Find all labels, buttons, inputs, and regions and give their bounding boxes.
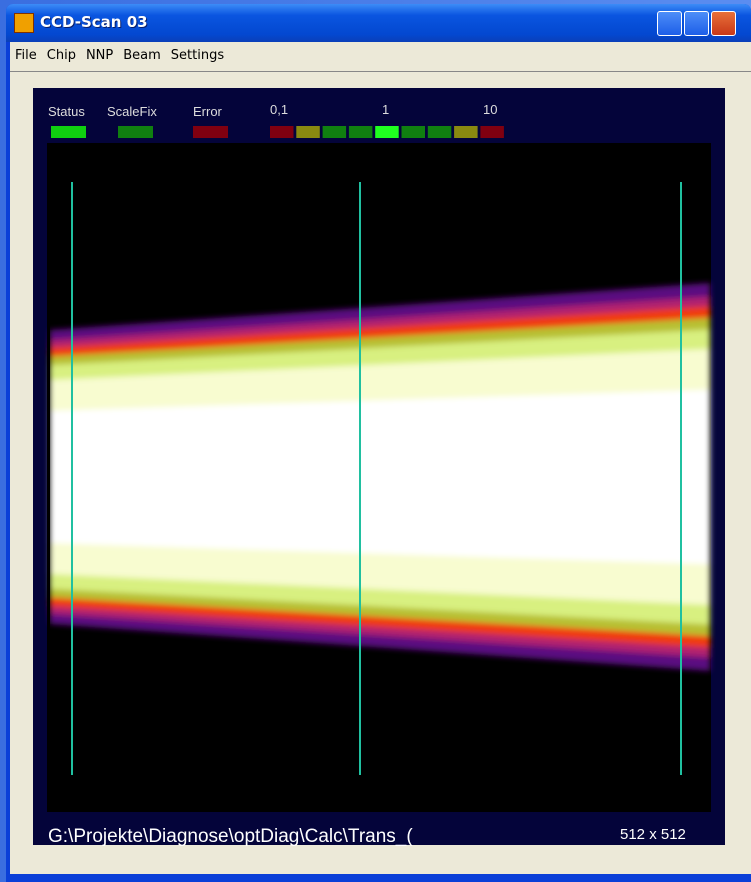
window-title: CCD-Scan 03: [40, 13, 148, 31]
scale-box: [402, 126, 426, 138]
beam: [50, 283, 710, 671]
menu-item[interactable]: Beam: [123, 48, 161, 63]
scale-box: [270, 126, 294, 138]
menu-item[interactable]: File: [15, 48, 37, 63]
desktop: CCD-Scan 03 File Chip NNP Beam Settings Stat…: [0, 0, 751, 882]
scale-box: [296, 126, 320, 138]
scale-label: 10: [483, 102, 497, 117]
beam-layer: [50, 390, 710, 565]
scale-label: 1: [382, 102, 389, 117]
scale-box: [454, 126, 478, 138]
scale-label: 0,1: [270, 102, 288, 117]
viewer: Status ScaleFix Error 0,1 1 10 G:\Projekte\Di…: [10, 72, 751, 874]
scale-box: [349, 126, 373, 138]
indicator-label: ScaleFix: [107, 104, 157, 119]
indicator: [193, 126, 228, 138]
file-path: G:\Projekte\Diagnose\optDiag\Calc\Trans_…: [48, 826, 413, 847]
scale-box: [375, 126, 399, 138]
client-area: Status ScaleFix Error 0,1 1 10 G:\Projekte\Di…: [10, 72, 751, 874]
window: CCD-Scan 03 File Chip NNP Beam Settings Stat…: [6, 4, 751, 882]
indicator-label: Status: [48, 104, 85, 119]
menu-item[interactable]: Chip: [47, 48, 76, 63]
close-button[interactable]: [711, 11, 736, 36]
minimize-button[interactable]: [657, 11, 682, 36]
maximize-button[interactable]: [684, 11, 709, 36]
menu-item[interactable]: Settings: [171, 48, 224, 63]
menu-item[interactable]: NNP: [86, 48, 113, 63]
image-size: 512 x 512: [620, 826, 686, 843]
app-icon: [14, 13, 34, 33]
scale-box: [428, 126, 452, 138]
scale-box: [480, 126, 504, 138]
scale-box: [323, 126, 347, 138]
menu-bar: File Chip NNP Beam Settings: [10, 42, 751, 72]
indicator-label: Error: [193, 104, 223, 119]
indicator: [118, 126, 153, 138]
title-bar: CCD-Scan 03: [6, 4, 751, 42]
image-edge: [47, 143, 50, 812]
indicator: [51, 126, 86, 138]
